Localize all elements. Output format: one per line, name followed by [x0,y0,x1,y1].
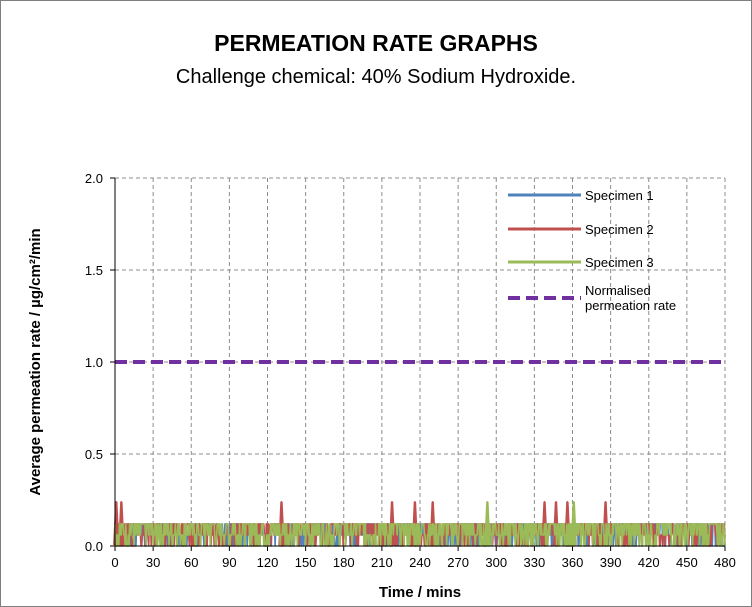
legend-item: Specimen 3 [508,255,654,270]
legend-label: permeation rate [585,298,676,313]
y-tick-label: 2.0 [85,171,103,186]
axes [114,178,725,547]
x-tick-label: 450 [676,555,698,570]
legend-item: Specimen 1 [508,188,654,203]
y-tick-labels: 0.0 0.5 1.0 1.5 2.0 [85,171,103,554]
x-tick-label: 390 [600,555,622,570]
x-tick-label: 90 [222,555,236,570]
y-axis-title: Average permeation rate / µg/cm²/min [27,228,44,495]
series-3 [114,501,726,547]
x-tick-label: 270 [447,555,469,570]
spike-point [484,501,491,547]
series-line [114,501,726,547]
x-tick-label: 180 [333,555,355,570]
legend-label: Specimen 3 [585,255,654,270]
x-tick-label: 120 [257,555,279,570]
y-tick-label: 0.5 [85,447,103,462]
x-tick-label: 0 [111,555,118,570]
x-tick-label: 360 [562,555,584,570]
y-tick-label: 0.0 [85,539,103,554]
x-tick-label: 420 [638,555,660,570]
chart-subtitle: Challenge chemical: 40% Sodium Hydroxide… [175,66,577,88]
x-tick-label: 240 [409,555,431,570]
spike-point [570,501,577,547]
x-tick-label: 60 [184,555,198,570]
legend-item: Specimen 2 [508,222,654,237]
page-title: PERMEATION RATE GRAPHS [214,30,538,56]
legend-label: Specimen 1 [585,188,654,203]
x-tick-label: 30 [146,555,160,570]
legend-label: Specimen 2 [585,222,654,237]
x-tick-label: 480 [714,555,736,570]
y-tick-label: 1.5 [85,263,103,278]
x-tick-label: 330 [524,555,546,570]
legend-label: Normalised [585,283,651,298]
series-layer [113,360,726,547]
x-axis-title: Time / mins [379,584,461,601]
x-tick-labels: 0 30 60 90 120 150 180 210 240 270 300 330 360 390 420… [111,555,735,570]
x-tick-label: 300 [485,555,507,570]
x-tick-label: 150 [295,555,317,570]
y-tick-label: 1.0 [85,355,103,370]
x-tick-label: 210 [371,555,393,570]
legend: Specimen 1 Specimen 2 Specimen 3 Normalised… [508,188,676,313]
